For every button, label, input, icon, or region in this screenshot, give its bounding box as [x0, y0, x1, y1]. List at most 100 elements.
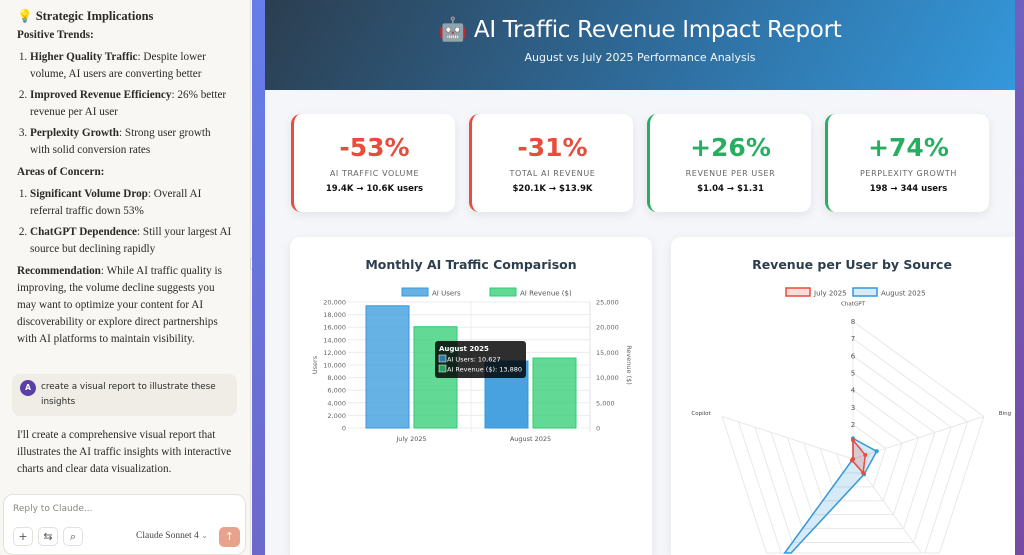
y-tick-label: 2,000: [327, 412, 346, 420]
radar-axis-label: Copilot: [691, 411, 711, 417]
tooltip-line: AI Revenue ($): 13,880: [447, 366, 522, 374]
user-message: A create a visual report to illustrate t…: [12, 374, 237, 416]
y-tick-label: 16,000: [323, 324, 346, 332]
tooltip-line: AI Users: 10,627: [447, 356, 501, 364]
y-tick-label: 12,000: [323, 349, 346, 357]
y2-tick-label: 15,000: [596, 349, 619, 357]
list-item: Higher Quality Traffic: Despite lower vo…: [30, 49, 232, 83]
report-header: 🤖 AI Traffic Revenue Impact Report Augus…: [265, 0, 1015, 90]
composer[interactable]: Reply to Claude... + ⇆ ⌕ Claude Sonnet 4…: [3, 494, 246, 555]
concerns-title: Areas of Concern:: [17, 166, 105, 178]
kpi-detail: $20.1K → $13.9K: [512, 184, 593, 194]
radar-axis-label: ChatGPT: [841, 302, 865, 308]
list-item: Improved Revenue Efficiency: 26% better …: [30, 87, 232, 121]
y2-tick-label: 20,000: [596, 324, 619, 332]
legend-label: August 2025: [881, 290, 926, 298]
list-item: Significant Volume Drop: Overall AI refe…: [30, 186, 232, 220]
tools-icon[interactable]: ⇆: [38, 527, 58, 546]
kpi-label: REVENUE PER USER: [685, 169, 776, 178]
chart-title: Monthly AI Traffic Comparison: [365, 257, 577, 272]
y2-tick-label: 25,000: [596, 299, 619, 307]
report-title: 🤖 AI Traffic Revenue Impact Report: [438, 17, 842, 43]
y2-axis-label: Revenue ($): [625, 345, 633, 385]
kpi-detail: 19.4K → 10.6K users: [325, 184, 424, 194]
radar-axis-label: Bing: [999, 411, 1011, 417]
recommendation: Recommendation: While AI traffic quality…: [17, 265, 222, 345]
y-tick-label: 4,000: [327, 399, 346, 407]
kpi-value: -53%: [339, 133, 410, 162]
kpi-value: +74%: [868, 133, 949, 162]
legend-label: AI Users: [432, 290, 461, 298]
radar-point: [863, 453, 868, 458]
radar-point: [874, 449, 879, 454]
kpi-card: +26% REVENUE PER USER $1.04 → $1.31: [647, 114, 811, 212]
radar-series: [851, 437, 867, 475]
legend-label: AI Revenue ($): [520, 290, 572, 298]
kpi-label: TOTAL AI REVENUE: [509, 169, 596, 178]
bar-chart-card: Monthly AI Traffic Comparison AI Users AI…: [290, 237, 652, 555]
radar-chart: July 2025 August 2025 ChatGPT Bing Copilot 2 3…: [691, 287, 1011, 554]
avatar: A: [20, 380, 36, 396]
concerns-list: Significant Volume Drop: Overall AI refe…: [17, 186, 232, 258]
radar-point: [851, 457, 855, 461]
x-tick-label: August 2025: [510, 435, 551, 443]
tooltip: [435, 341, 526, 378]
positive-trends-title: Positive Trends:: [17, 29, 94, 41]
positive-list: Higher Quality Traffic: Despite lower vo…: [17, 49, 232, 159]
y-tick-label: 20,000: [323, 299, 346, 307]
kpi-card: -53% AI TRAFFIC VOLUME 19.4K → 10.6K use…: [291, 114, 455, 212]
reply-input[interactable]: Reply to Claude...: [13, 504, 93, 514]
artifact-frame: 🤖 AI Traffic Revenue Impact Report Augus…: [252, 0, 1024, 555]
chevron-down-icon: ⌄: [201, 531, 208, 540]
list-item: ChatGPT Dependence: Still your largest A…: [30, 224, 232, 258]
y-tick-label: 6,000: [327, 387, 346, 395]
kpi-label: PERPLEXITY GROWTH: [860, 169, 957, 178]
add-icon[interactable]: +: [13, 527, 33, 546]
kpi-detail: $1.04 → $1.31: [697, 184, 764, 194]
report-subtitle: August vs July 2025 Performance Analysis: [524, 51, 756, 64]
y-tick-label: 10,000: [323, 362, 346, 370]
radar-tick-label: 7: [851, 335, 855, 343]
research-icon[interactable]: ⌕: [63, 527, 83, 546]
model-selector[interactable]: Claude Sonnet 4 ⌄: [136, 531, 208, 541]
y-tick-label: 0: [342, 425, 346, 433]
bar-chart: AI Users AI Revenue ($) 0 2,000 4,000 6,000 8,…: [311, 287, 633, 443]
y-axis-label: Users: [311, 355, 319, 374]
tooltip-swatch: [438, 364, 447, 373]
assistant-reply: I'll create a comprehensive visual repor…: [17, 429, 232, 475]
kpi-detail: 198 → 344 users: [869, 184, 948, 194]
assistant-message: 💡 Strategic Implications Positive Trends…: [17, 8, 232, 348]
radar-spoke: [721, 416, 854, 460]
radar-tick-label: 6: [851, 352, 856, 360]
radar-tick-label: 2: [851, 421, 855, 429]
send-button[interactable]: ↑: [219, 527, 240, 547]
report: 🤖 AI Traffic Revenue Impact Report Augus…: [265, 0, 1015, 555]
radar-spoke: [852, 416, 985, 460]
x-tick-label: July 2025: [395, 435, 426, 443]
legend-swatch: [489, 287, 517, 297]
kpi-value: -31%: [517, 133, 588, 162]
y2-tick-label: 10,000: [596, 374, 619, 382]
bar: [532, 357, 577, 429]
kpi-card: -31% TOTAL AI REVENUE $20.1K → $13.9K: [469, 114, 633, 212]
radar-point: [861, 470, 866, 475]
tooltip-swatch: [438, 354, 447, 363]
list-item: Perplexity Growth: Strong user growth wi…: [30, 125, 232, 159]
tooltip-title: August 2025: [439, 345, 489, 353]
bar: [365, 305, 410, 429]
kpi-value: +26%: [690, 133, 771, 162]
y2-tick-label: 5,000: [596, 399, 615, 407]
kpi-label: AI TRAFFIC VOLUME: [329, 169, 420, 178]
y-tick-label: 14,000: [323, 336, 346, 344]
chart-title: Revenue per User by Source: [752, 257, 952, 272]
radar-point: [851, 438, 855, 443]
legend-swatch: [401, 287, 429, 297]
y-tick-label: 8,000: [327, 374, 346, 382]
radar-tick-label: 8: [851, 318, 855, 326]
legend-swatch: [785, 287, 811, 297]
radar-tick-label: 4: [851, 387, 856, 395]
section-heading: 💡 Strategic Implications: [17, 9, 154, 23]
y2-tick-label: 0: [596, 425, 600, 433]
legend-swatch: [852, 287, 878, 297]
radar-tick-label: 5: [851, 370, 855, 378]
